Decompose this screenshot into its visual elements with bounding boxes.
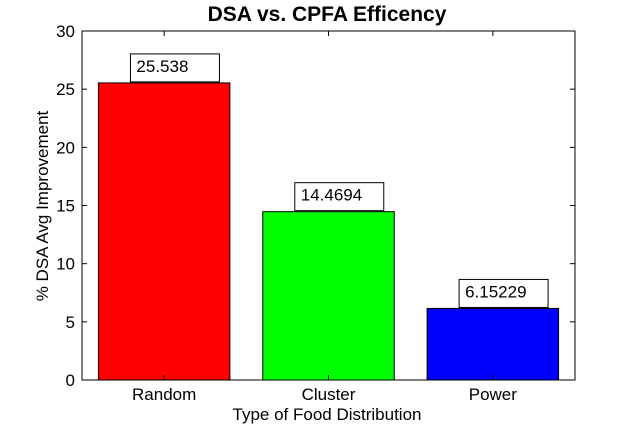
y-axis-label: % DSA Avg Improvement bbox=[33, 110, 52, 301]
data-label-power: 6.15229 bbox=[458, 278, 549, 308]
bars-layer bbox=[97, 82, 560, 381]
y-tick-label: 25 bbox=[56, 80, 75, 99]
data-label-text: 14.4694 bbox=[301, 186, 362, 205]
data-labels-layer: 25.538 14.4694 6.15229 bbox=[129, 53, 549, 308]
y-tick-label: 5 bbox=[66, 313, 75, 332]
y-tick-label: 15 bbox=[56, 197, 75, 216]
data-label-box bbox=[129, 53, 220, 83]
y-tick-label: 0 bbox=[66, 371, 75, 390]
x-axis-label: Type of Food Distribution bbox=[233, 405, 422, 424]
data-label-text: 6.15229 bbox=[465, 282, 526, 301]
data-label-text: 25.538 bbox=[136, 57, 188, 76]
bar-random bbox=[97, 82, 231, 381]
x-tick-label-cluster: Cluster bbox=[302, 385, 356, 404]
x-tick-label-random: Random bbox=[132, 385, 196, 404]
bar-power bbox=[426, 307, 560, 381]
y-tick-label: 20 bbox=[56, 138, 75, 157]
axes-layer: 0 5 10 15 20 25 30 Random Cluster Power bbox=[56, 22, 576, 404]
data-label-box bbox=[458, 278, 549, 308]
data-label-box bbox=[294, 182, 385, 212]
y-tick-label: 30 bbox=[56, 22, 75, 41]
bar-cluster bbox=[262, 211, 395, 381]
data-label-random: 25.538 bbox=[129, 53, 220, 83]
data-label-cluster: 14.4694 bbox=[294, 182, 385, 212]
x-tick-label-power: Power bbox=[469, 385, 518, 404]
y-tick-label: 10 bbox=[56, 255, 75, 274]
chart-title: DSA vs. CPFA Efficency bbox=[208, 3, 447, 26]
